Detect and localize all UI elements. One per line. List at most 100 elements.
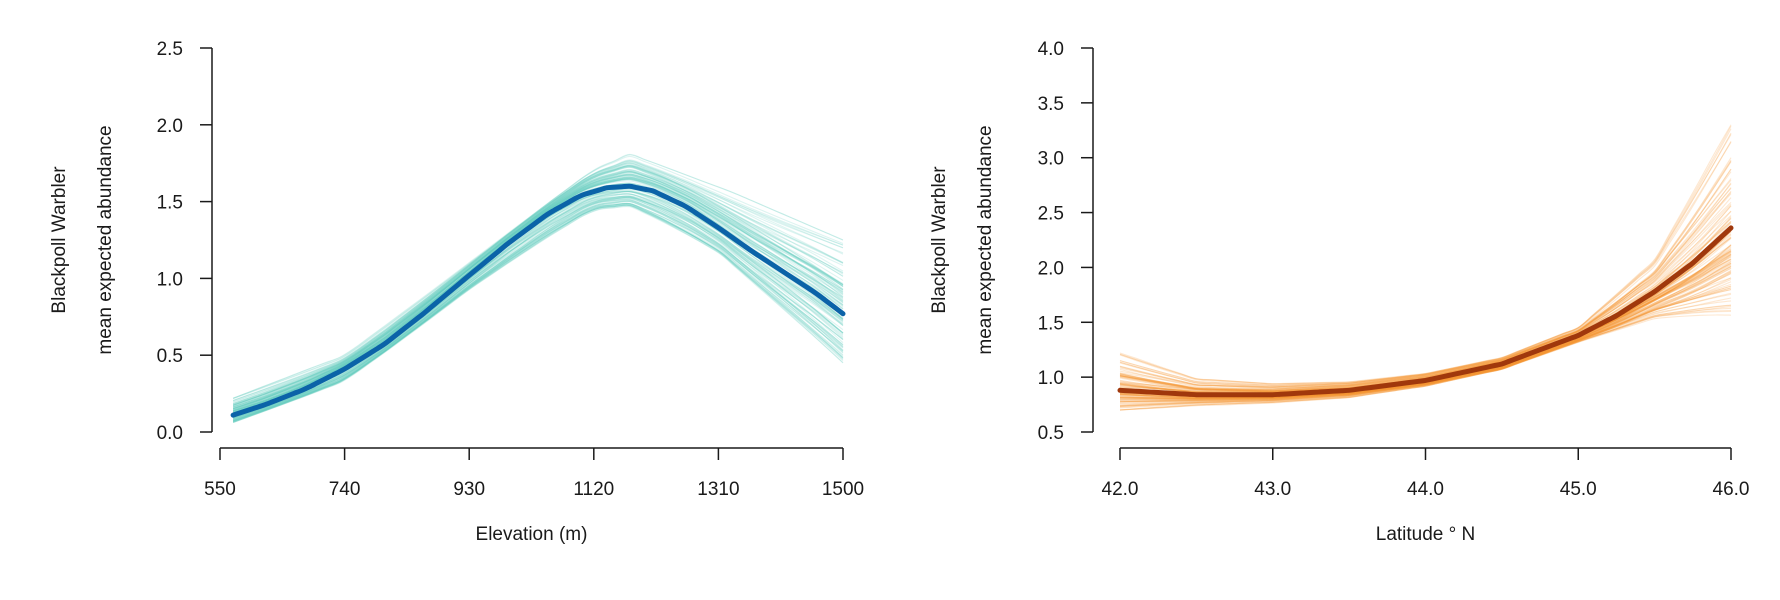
posterior-draw-line xyxy=(232,200,844,420)
x-axis-title: Latitude ° N xyxy=(1376,524,1476,545)
posterior-draw-line xyxy=(232,204,844,422)
posterior-draw-line xyxy=(232,202,844,422)
posterior-draw-line xyxy=(1119,292,1732,399)
posterior-draw-line xyxy=(232,204,844,422)
posterior-draw-line xyxy=(232,204,844,419)
y-tick-label: 2.0 xyxy=(157,116,183,137)
posterior-draw-line xyxy=(232,202,844,424)
posterior-draw-line xyxy=(232,159,844,408)
y-tick-label: 1.5 xyxy=(157,193,183,214)
posterior-draw-line xyxy=(232,159,844,411)
posterior-draw-line xyxy=(232,164,844,405)
posterior-draw-line xyxy=(232,196,844,420)
mean-abundance-line xyxy=(1117,225,1734,398)
y-tick-label: 3.0 xyxy=(1038,149,1064,170)
posterior-draw-line xyxy=(232,175,844,406)
posterior-draw-line xyxy=(232,165,844,400)
posterior-draw-line xyxy=(1119,187,1732,387)
y-axis-title-line-2: mean expected abundance xyxy=(975,125,996,354)
posterior-draw-line xyxy=(232,203,844,418)
posterior-draw-line xyxy=(232,203,844,419)
y-tick-label: 1.0 xyxy=(157,269,183,290)
posterior-draw-line xyxy=(232,166,844,401)
y-tick-label: 2.0 xyxy=(1038,258,1064,279)
posterior-draw-line xyxy=(232,170,844,405)
posterior-draw-line xyxy=(232,161,844,414)
posterior-draw-line xyxy=(1119,244,1732,411)
posterior-draw-line xyxy=(232,176,844,406)
posterior-draw-line xyxy=(232,200,844,422)
posterior-draw-line xyxy=(232,193,844,421)
posterior-draw-line xyxy=(232,205,844,422)
posterior-draw-line xyxy=(232,162,844,399)
y-tick-label: 3.5 xyxy=(1038,94,1064,115)
posterior-draw-line xyxy=(232,170,844,402)
x-axis: 42.0 43.0 44.0 45.0 46.0 xyxy=(1102,447,1749,500)
posterior-draws xyxy=(232,153,844,424)
posterior-draw-line xyxy=(232,176,844,410)
posterior-draw-line xyxy=(1119,222,1732,388)
posterior-draw-line xyxy=(1119,264,1732,399)
posterior-draw-line xyxy=(232,166,844,399)
posterior-draw-line xyxy=(1119,160,1732,396)
posterior-draw-line xyxy=(1119,229,1732,407)
posterior-draw-line xyxy=(232,199,844,423)
posterior-draw-line xyxy=(1119,253,1732,400)
posterior-draw-line xyxy=(232,173,844,409)
posterior-draw-line xyxy=(1119,244,1732,407)
posterior-draw-line xyxy=(232,187,844,421)
posterior-draw-line xyxy=(1119,231,1732,408)
posterior-draw-line xyxy=(1119,168,1732,396)
posterior-draw-line xyxy=(1119,281,1732,405)
y-tick-label: 2.5 xyxy=(157,39,183,60)
posterior-draw-line xyxy=(232,153,844,410)
posterior-draw-line xyxy=(1119,271,1732,403)
posterior-draw-line xyxy=(232,169,844,412)
x-tick-label: 930 xyxy=(453,479,485,500)
posterior-draw-line xyxy=(232,171,844,406)
posterior-draw-line xyxy=(1119,261,1732,408)
y-tick-label: 0.5 xyxy=(1038,423,1064,444)
posterior-draw-line xyxy=(232,164,844,414)
posterior-draw-line xyxy=(1119,261,1732,393)
posterior-draw-line xyxy=(232,204,844,421)
x-axis: 550 740 930 1120 1310 1500 xyxy=(204,447,864,500)
posterior-draw-line xyxy=(232,197,844,423)
posterior-draw-line xyxy=(232,174,844,413)
y-axis: 0.5 1.0 1.5 2.0 2.5 3.0 3.5 4.0 xyxy=(1038,39,1094,444)
posterior-draw-line xyxy=(232,171,844,410)
posterior-draw-line xyxy=(1119,178,1732,386)
posterior-draw-line xyxy=(232,202,844,419)
posterior-draw-line xyxy=(232,202,844,422)
posterior-draw-line xyxy=(232,178,844,410)
posterior-draw-line xyxy=(232,195,844,423)
posterior-draw-line xyxy=(1119,191,1732,385)
posterior-draw-line xyxy=(232,160,844,411)
posterior-draw-line xyxy=(1119,283,1732,398)
posterior-draw-line xyxy=(1119,125,1732,390)
posterior-draw-line xyxy=(232,165,844,411)
posterior-draw-line xyxy=(232,166,844,412)
x-tick-label: 43.0 xyxy=(1254,479,1291,500)
posterior-draw-line xyxy=(232,173,844,407)
posterior-draw-line xyxy=(1119,262,1732,393)
posterior-draw-line xyxy=(1119,272,1732,407)
posterior-draw-line xyxy=(1119,132,1732,392)
posterior-draw-line xyxy=(232,169,844,406)
posterior-draw-line xyxy=(232,195,844,422)
posterior-draw-line xyxy=(232,186,844,420)
y-tick-label: 1.0 xyxy=(1038,368,1064,389)
posterior-draw-line xyxy=(232,196,844,424)
posterior-draw-line xyxy=(1119,267,1732,400)
y-axis: 0.0 0.5 1.0 1.5 2.0 2.5 xyxy=(157,39,213,444)
posterior-draw-line xyxy=(1119,215,1732,389)
x-axis-title: Elevation (m) xyxy=(476,524,588,545)
posterior-draw-line xyxy=(1119,304,1732,399)
posterior-draw-line xyxy=(232,193,844,418)
posterior-draw-line xyxy=(1119,254,1732,411)
posterior-draw-line xyxy=(232,202,844,417)
posterior-draw-line xyxy=(1119,277,1732,409)
y-axis-title-line-1: Blackpoll Warbler xyxy=(49,166,70,314)
posterior-draw-line xyxy=(232,173,844,413)
